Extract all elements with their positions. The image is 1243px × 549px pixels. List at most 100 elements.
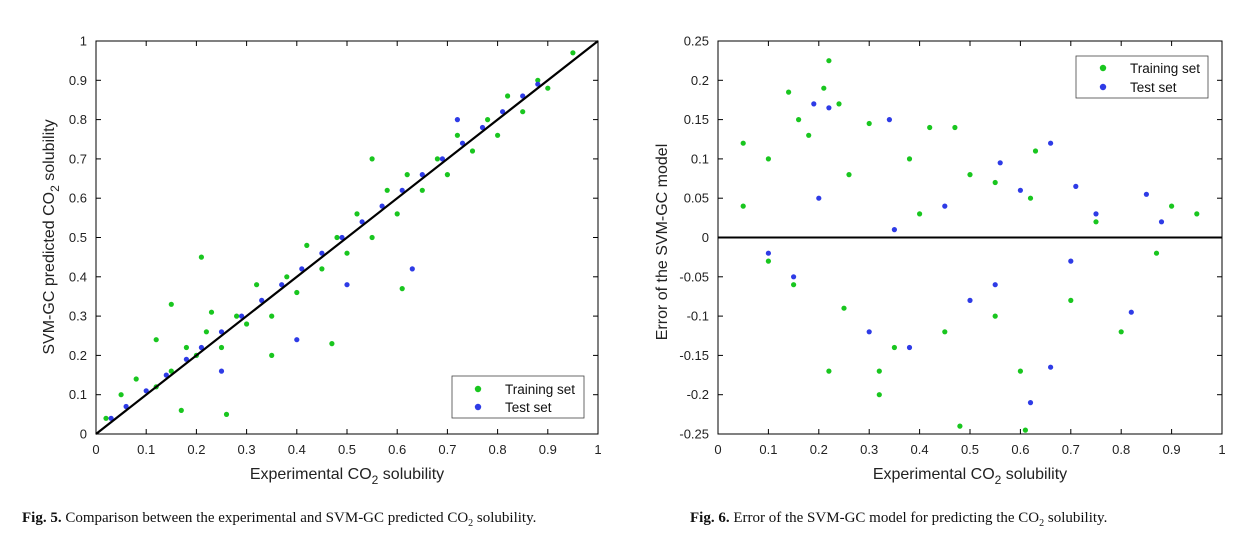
y-tick-label: 0.8 (69, 112, 87, 127)
y-tick-label: -0.25 (679, 427, 709, 442)
data-point (917, 211, 923, 217)
data-point (299, 266, 305, 272)
figure-6-legend-test-marker (1099, 83, 1107, 91)
data-point (957, 423, 963, 429)
data-point (369, 234, 375, 241)
figure-5-y-axis-label: SVM-GC predicted CO2 solubility (41, 119, 62, 354)
figure-6-legend-training-marker (1099, 64, 1107, 72)
figure-6-legend: Training set Test set (1075, 55, 1209, 99)
data-point (992, 179, 998, 186)
data-point (1017, 187, 1024, 193)
data-point (992, 282, 998, 288)
y-tick-label: 0.7 (69, 151, 87, 166)
data-point (404, 172, 410, 178)
data-point (479, 124, 486, 131)
data-point (1032, 148, 1039, 154)
x-tick-label: 0.5 (961, 442, 979, 457)
data-point (891, 227, 898, 233)
y-tick-label: 0.25 (684, 34, 709, 49)
data-point (1017, 368, 1024, 374)
figure-6-caption-text-end: solubility. (1044, 510, 1108, 526)
data-point (520, 93, 526, 99)
data-point (826, 368, 832, 374)
data-point (218, 344, 225, 351)
data-point (811, 101, 817, 107)
data-point (444, 172, 450, 178)
data-point (319, 266, 325, 272)
x-tick-label: 0.4 (911, 442, 929, 457)
x-tick-label: 0.3 (238, 442, 256, 457)
data-point (821, 85, 827, 91)
figure-6-caption-text: Error of the SVM-GC model for predicting… (733, 510, 1040, 526)
x-tick-label: 0.2 (810, 442, 828, 457)
data-point (454, 117, 460, 123)
figure-5-legend-training-label: Training set (505, 382, 575, 397)
data-point (279, 282, 285, 288)
data-point (535, 77, 541, 83)
data-point (319, 250, 325, 256)
figure-5-identity-line (95, 40, 599, 435)
data-point (765, 250, 772, 256)
data-point (1093, 211, 1099, 217)
data-point (967, 172, 973, 178)
figure-5-caption-text: Comparison between the experimental and … (65, 510, 469, 526)
data-point (354, 211, 360, 217)
data-point (786, 89, 792, 95)
figure-5-legend-training-marker (474, 385, 482, 393)
data-point (876, 368, 882, 374)
data-point (399, 286, 405, 292)
series-test-set (108, 81, 541, 421)
data-point (133, 376, 139, 382)
data-point (259, 297, 265, 303)
data-point (269, 352, 275, 358)
data-point (826, 105, 832, 111)
data-point (791, 282, 797, 288)
figure-5-x-axis-label: Experimental CO2 solubility (250, 466, 444, 487)
x-tick-label: 0.7 (438, 442, 456, 457)
x-tick-label: 0.3 (860, 442, 878, 457)
figure-5-caption: Fig. 5. Comparison between the experimen… (22, 509, 620, 529)
data-point (942, 203, 948, 209)
figure-6-y-ticks: -0.25 -0.2 -0.15 -0.1 -0.05 0 0.05 0.1 0.15 0.2 0.… (679, 34, 1222, 442)
x-tick-label: 0 (714, 442, 721, 457)
data-point (218, 368, 225, 374)
y-tick-label: -0.05 (679, 269, 709, 284)
y-tick-label: 0.5 (69, 230, 87, 245)
data-point (203, 329, 209, 335)
data-point (906, 156, 913, 162)
figure-6-x-ticks: 0 0.1 0.2 0.3 0.4 0.5 0.6 0.7 0.8 0.9 1 (714, 41, 1226, 457)
data-point (796, 117, 802, 123)
y-tick-label: 0.1 (691, 151, 709, 166)
data-point (123, 403, 129, 410)
figure-5-chart: 0 0.1 0.2 0.3 0.4 0.5 0.6 0.7 0.8 0.9 1 0 0.1 0.2 0.3… (41, 34, 602, 488)
x-tick-label: 0.8 (489, 442, 507, 457)
x-tick-label: 0.1 (137, 442, 155, 457)
figure-5-legend-box (451, 375, 585, 419)
data-point (234, 313, 240, 319)
data-point (359, 219, 365, 225)
y-tick-label: -0.2 (687, 387, 709, 402)
data-point (439, 156, 445, 162)
figure-6-x-axis-label: Experimental CO2 solubility (873, 466, 1067, 487)
data-point (163, 372, 169, 378)
figure-6-chart: 0 0.1 0.2 0.3 0.4 0.5 0.6 0.7 0.8 0.9 1 -0.25-0.2-… (654, 34, 1226, 488)
x-tick-label: 1 (1218, 442, 1225, 457)
y-tick-label: 0.2 (691, 73, 709, 88)
y-tick-label: 0.4 (69, 269, 87, 284)
y-tick-label: 0.1 (69, 387, 87, 402)
data-point (866, 120, 872, 127)
data-point (108, 415, 114, 421)
data-point (740, 140, 746, 146)
data-point (570, 50, 576, 56)
data-point (399, 187, 405, 193)
figure-6-legend-box (1075, 55, 1209, 99)
data-point (1027, 195, 1034, 201)
data-point (183, 344, 189, 351)
data-point (294, 337, 300, 343)
x-tick-label: 0.6 (388, 442, 406, 457)
x-tick-label: 0 (92, 442, 99, 457)
figure-5-legend: Training set Test set (451, 375, 585, 419)
data-point (178, 407, 184, 413)
data-point (1027, 400, 1034, 406)
data-point (765, 258, 772, 264)
